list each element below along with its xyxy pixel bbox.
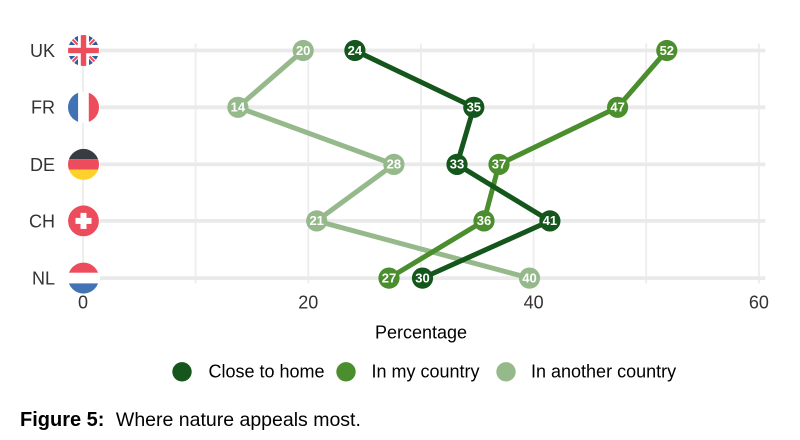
svg-text:35: 35 xyxy=(467,100,481,115)
svg-text:33: 33 xyxy=(450,157,464,172)
svg-text:20: 20 xyxy=(296,43,310,58)
svg-text:In another country: In another country xyxy=(531,362,676,382)
svg-text:30: 30 xyxy=(415,270,429,285)
svg-text:FR: FR xyxy=(31,98,55,118)
svg-text:CH: CH xyxy=(29,211,55,231)
svg-text:21: 21 xyxy=(309,213,323,228)
svg-text:DE: DE xyxy=(30,155,55,175)
svg-text:20: 20 xyxy=(298,293,318,313)
svg-text:24: 24 xyxy=(348,43,363,58)
svg-text:52: 52 xyxy=(660,43,674,58)
svg-text:NL: NL xyxy=(32,269,55,289)
svg-text:36: 36 xyxy=(477,213,491,228)
svg-text:UK: UK xyxy=(30,41,55,61)
svg-text:In my country: In my country xyxy=(372,362,480,382)
svg-text:14: 14 xyxy=(231,100,246,115)
svg-text:40: 40 xyxy=(522,270,536,285)
svg-text:37: 37 xyxy=(492,157,506,172)
svg-text:27: 27 xyxy=(382,270,396,285)
svg-text:Close to home: Close to home xyxy=(209,362,325,382)
svg-text:40: 40 xyxy=(524,293,544,313)
svg-text:0: 0 xyxy=(78,293,88,313)
svg-text:41: 41 xyxy=(543,213,557,228)
svg-text:47: 47 xyxy=(610,100,624,115)
svg-text:Percentage: Percentage xyxy=(375,322,467,342)
svg-text:Figure 5: Where nature appeals: Figure 5: Where nature appeals most. xyxy=(20,409,361,431)
svg-text:60: 60 xyxy=(749,293,769,313)
svg-text:28: 28 xyxy=(387,157,401,172)
